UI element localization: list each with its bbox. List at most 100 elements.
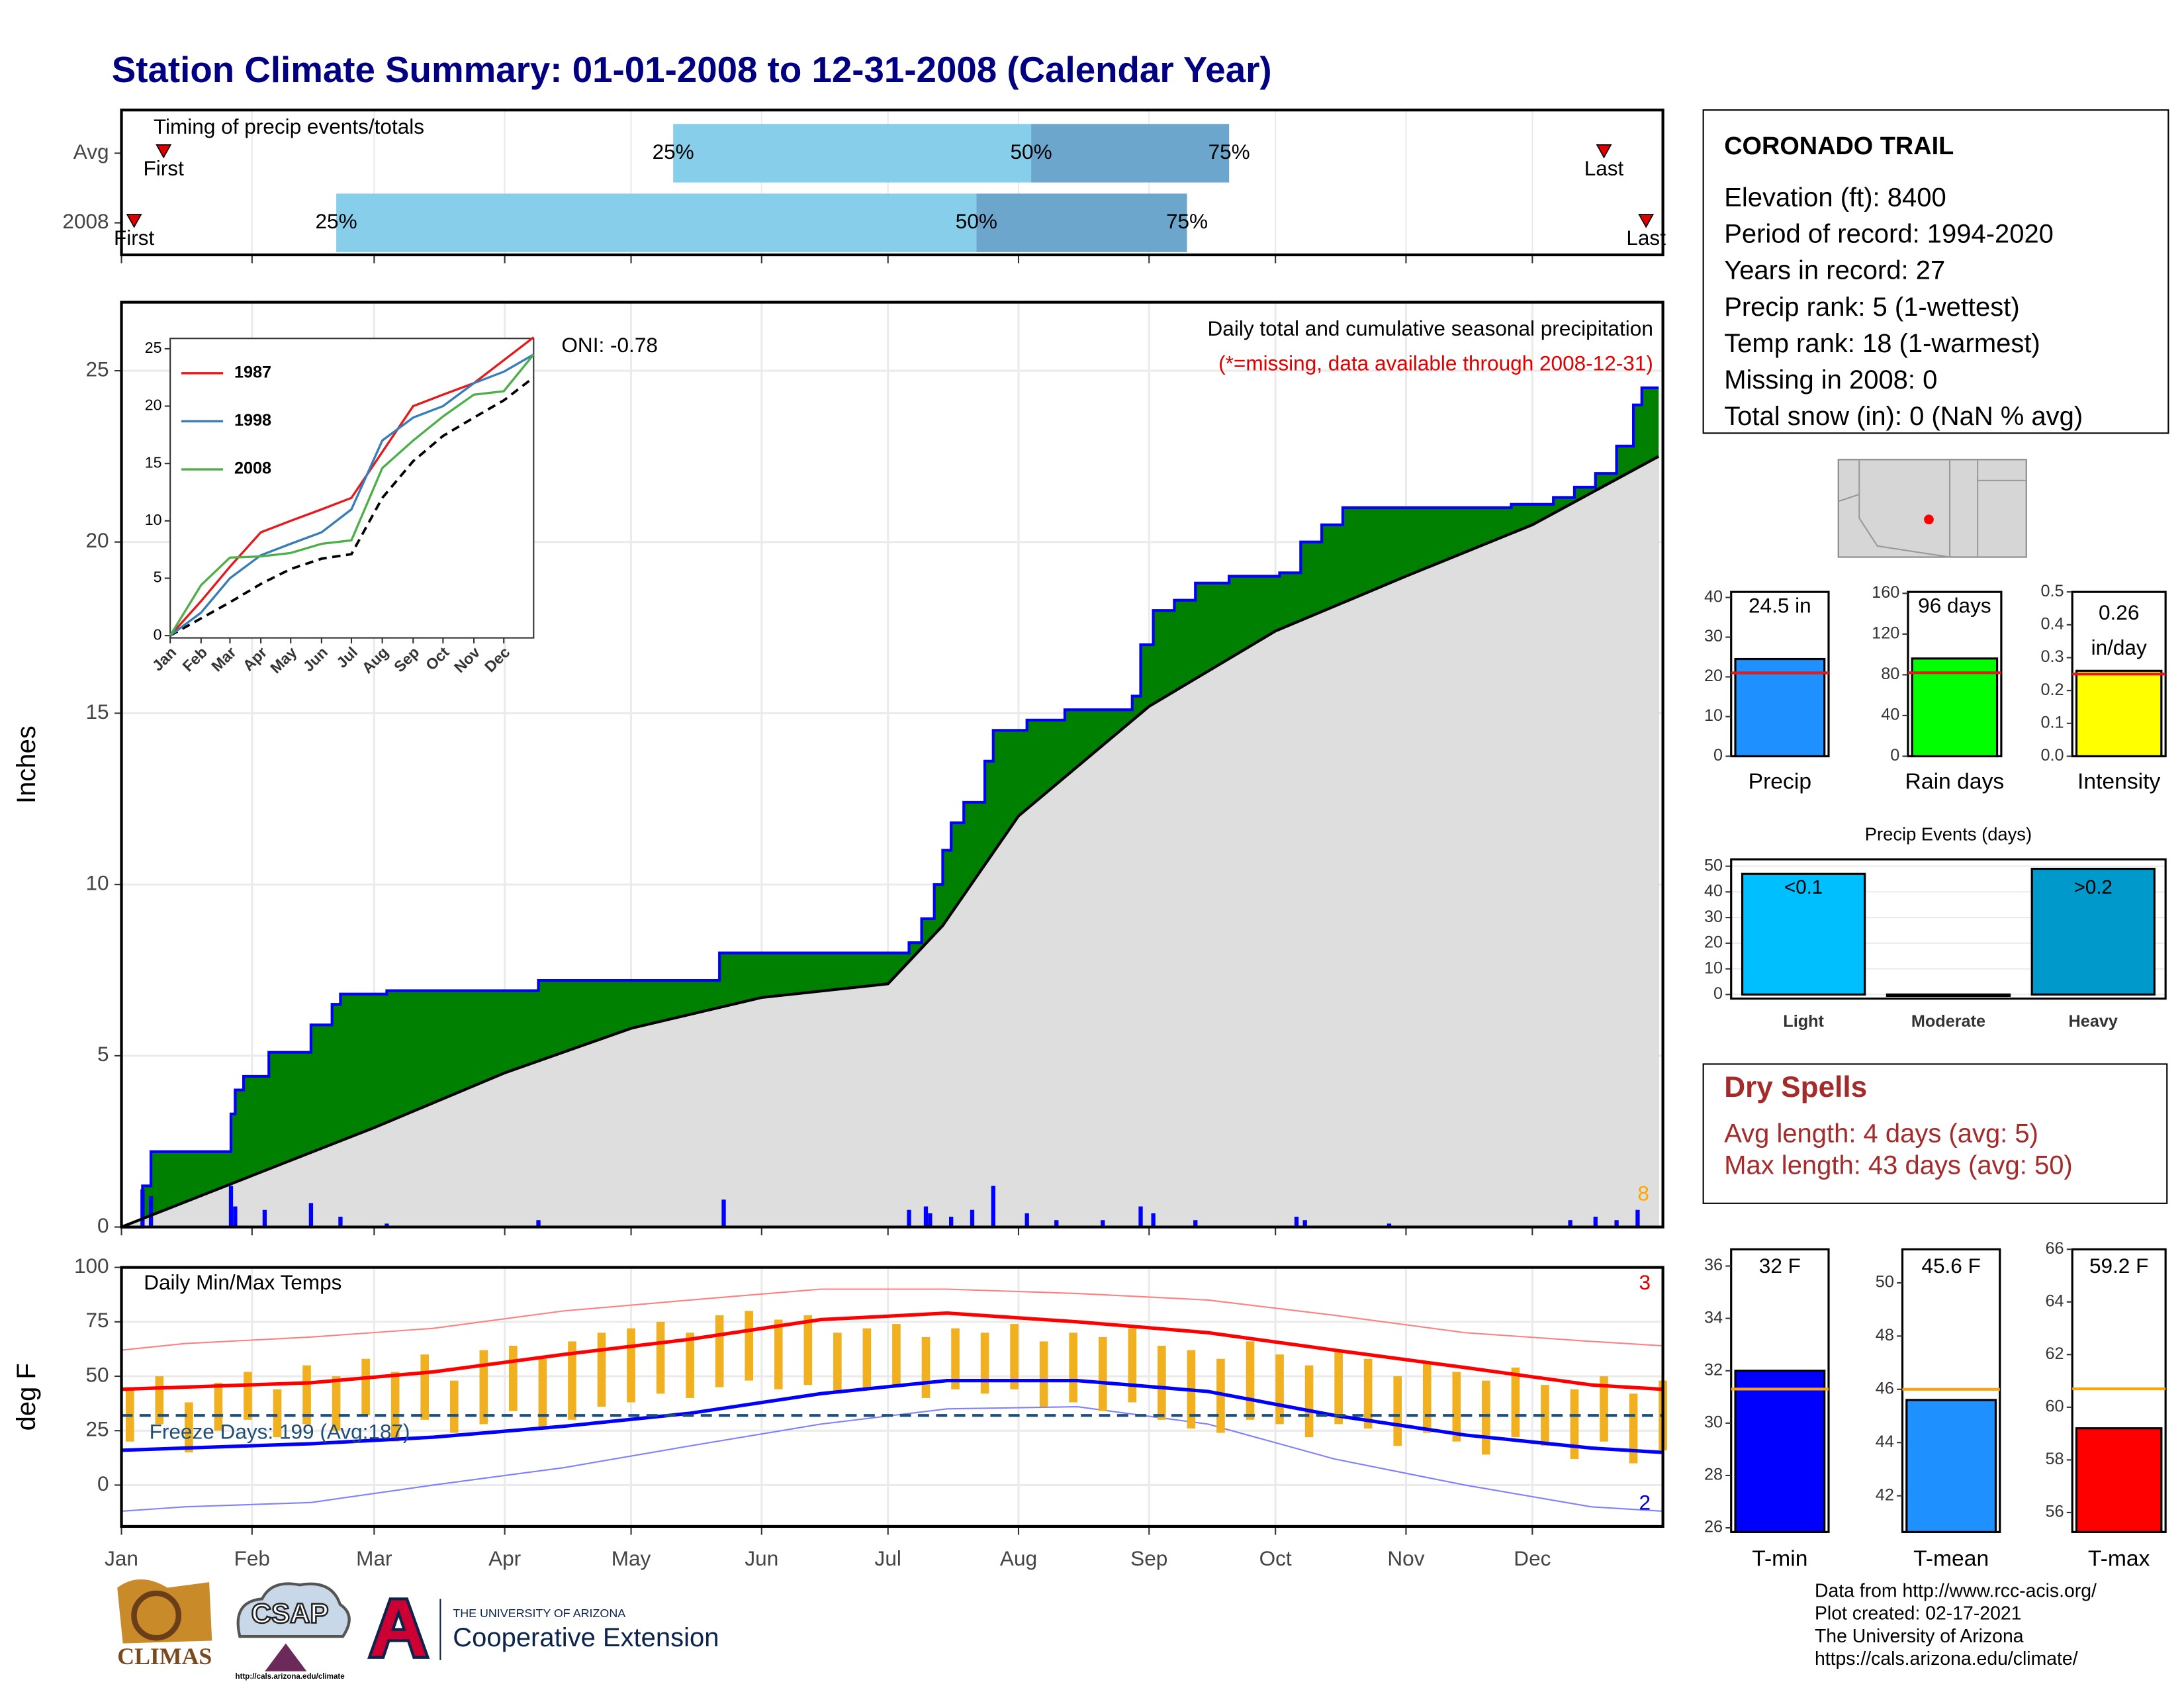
y-tick-label: 75	[86, 1308, 109, 1332]
inset-bg	[169, 338, 535, 639]
daily-precip-bar	[907, 1209, 911, 1227]
y-tick-label: 20	[1704, 933, 1723, 952]
x-tick-label: Mar	[356, 1546, 392, 1570]
y-tick-label: 10	[1704, 959, 1723, 977]
bar-segment	[976, 193, 1187, 252]
legend-label: 1998	[234, 411, 271, 430]
y-tick-label: 10	[1704, 706, 1723, 725]
daily-temp-range	[538, 1358, 547, 1429]
daily-temp-range	[1304, 1365, 1314, 1438]
y-tick-label: 25	[145, 339, 162, 356]
missing-count: 8	[1637, 1182, 1649, 1205]
marker-label: First	[114, 226, 155, 250]
daily-temp-range	[1010, 1324, 1019, 1389]
daily-temp-range	[155, 1376, 164, 1425]
x-tick-label: Jan	[105, 1546, 138, 1570]
marker-label: Last	[1626, 226, 1666, 250]
station-line: Years in record: 27	[1724, 256, 1945, 285]
daily-temp-range	[1069, 1333, 1078, 1403]
daily-precip-bar	[338, 1217, 343, 1227]
footer-line: Data from http://www.rcc-acis.org/	[1815, 1580, 2097, 1601]
station-name: CORONADO TRAIL	[1724, 132, 1954, 160]
y-tick-label: 120	[1872, 624, 1899, 643]
y-tick-label: 40	[1881, 706, 1899, 724]
y-tick-label: 10	[145, 511, 162, 528]
daily-temp-range	[1158, 1345, 1166, 1420]
y-tick-label: 26	[1704, 1518, 1723, 1536]
footer-line: https://cals.arizona.edu/climate/	[1815, 1648, 2078, 1669]
events-title: Precip Events (days)	[1865, 824, 2032, 845]
x-tick-label: Sep	[1130, 1546, 1167, 1570]
y-tick-label: 56	[2045, 1503, 2064, 1521]
daily-temp-range	[479, 1350, 488, 1425]
y-axis-label: deg F	[12, 1363, 41, 1430]
daily-temp-range	[273, 1389, 282, 1438]
bar	[1911, 657, 1999, 758]
record-line	[121, 1288, 1663, 1351]
y-tick-label: 30	[1704, 1413, 1723, 1432]
average-line	[120, 455, 1660, 1229]
daily-precip-bar	[928, 1213, 933, 1227]
climas-icon	[117, 1579, 212, 1644]
value-label: 59.2 F	[2089, 1254, 2148, 1278]
percentile-label: 75%	[1166, 209, 1208, 233]
daily-temp-range	[774, 1319, 783, 1389]
y-tick-label: 0.1	[2040, 713, 2064, 731]
value-label: 96 days	[1918, 594, 1991, 618]
daily-precip-bar	[228, 1186, 234, 1227]
category-label: T-mean	[1913, 1546, 1989, 1571]
y-tick-label: 15	[145, 453, 162, 471]
daily-precip-bar	[970, 1209, 975, 1227]
y-tick-label: 0.4	[2040, 615, 2064, 633]
daily-temp-range	[1570, 1389, 1579, 1459]
y-tick-label: 25	[86, 357, 109, 381]
marker-label: Last	[1584, 156, 1624, 180]
y-tick-label: 0	[97, 1472, 109, 1495]
daily-precip-bar	[262, 1209, 267, 1227]
daily-precip-bar	[1614, 1220, 1619, 1227]
category-label: Moderate	[1911, 1012, 1985, 1031]
daily-temp-range	[627, 1328, 635, 1403]
daily-temp-range	[833, 1333, 842, 1394]
event-marker	[1638, 214, 1655, 228]
daily-temp-range	[951, 1328, 960, 1389]
y-tick-label: 50	[1704, 856, 1723, 874]
percentile-label: 25%	[316, 209, 357, 233]
legend-label: 2008	[234, 459, 271, 478]
normal-line	[121, 1311, 1663, 1391]
daily-temp-range	[568, 1341, 576, 1420]
dry-spells-title: Dry Spells	[1724, 1071, 1867, 1103]
percentile-label: 25%	[653, 140, 694, 164]
y-tick-label: 34	[1704, 1308, 1723, 1327]
daily-temp-range	[302, 1365, 311, 1425]
daily-temp-range	[1511, 1367, 1520, 1438]
daily-temp-range	[1422, 1363, 1432, 1433]
event-marker	[126, 214, 142, 228]
y-tick-label: 0.2	[2040, 680, 2064, 699]
low-count: 2	[1639, 1491, 1651, 1515]
daily-temp-range	[1393, 1376, 1402, 1446]
temp-bg	[121, 1267, 1663, 1526]
map-bg	[1837, 459, 2027, 558]
station-line: Temp rank: 18 (1-warmest)	[1724, 329, 2040, 358]
y-tick-label: 5	[97, 1042, 109, 1066]
daily-precip-bar	[949, 1217, 954, 1227]
series-line	[169, 353, 535, 637]
station-line: Elevation (ft): 8400	[1724, 183, 1946, 212]
daily-temp-range	[1334, 1350, 1343, 1425]
daily-temp-range	[420, 1354, 430, 1420]
bar-segment	[336, 193, 977, 252]
bar	[2075, 1427, 2163, 1533]
category-label: T-max	[2088, 1546, 2150, 1571]
bar	[1734, 657, 1826, 758]
y-tick-label: 80	[1881, 665, 1899, 683]
daily-temp-range	[1600, 1376, 1608, 1442]
station-line: Period of record: 1994-2020	[1724, 220, 2054, 249]
marker-label: First	[144, 156, 185, 180]
dry-spells-line: Avg length: 4 days (avg: 5)	[1724, 1119, 2038, 1148]
x-tick-label: Jun	[745, 1546, 778, 1570]
y-tick-label: 46	[1876, 1379, 1894, 1397]
daily-temp-range	[449, 1380, 459, 1433]
map-borders	[1838, 459, 2026, 558]
